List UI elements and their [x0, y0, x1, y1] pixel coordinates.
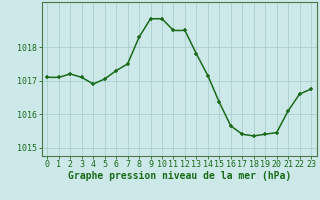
X-axis label: Graphe pression niveau de la mer (hPa): Graphe pression niveau de la mer (hPa): [68, 171, 291, 181]
